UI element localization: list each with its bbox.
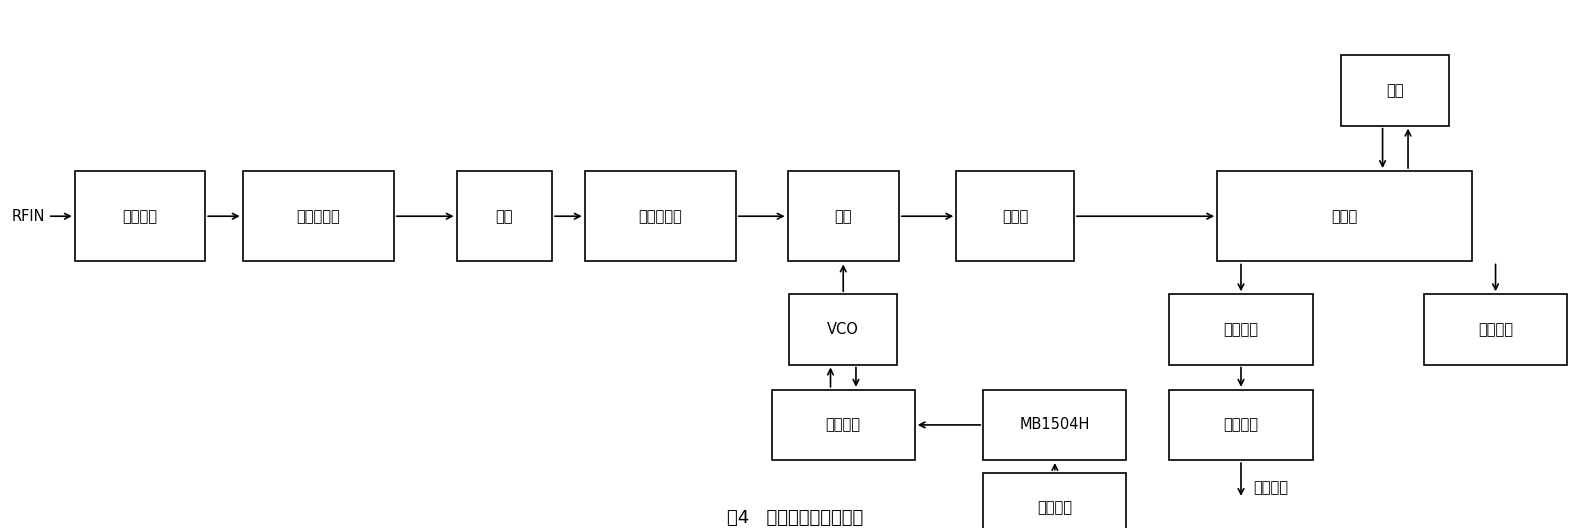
Text: 一中放: 一中放 xyxy=(1002,209,1028,224)
Bar xyxy=(789,294,897,364)
Bar xyxy=(585,171,737,261)
Text: 电子开关: 电子开关 xyxy=(1223,322,1258,337)
Text: 混频: 混频 xyxy=(835,209,851,224)
Text: 静噪电路: 静噪电路 xyxy=(1478,322,1513,337)
Bar xyxy=(983,473,1126,528)
Text: 二中放: 二中放 xyxy=(1332,209,1357,224)
Text: 话音处理: 话音处理 xyxy=(1223,418,1258,432)
Bar xyxy=(1217,171,1472,261)
Text: 带通滤波器: 带通滤波器 xyxy=(296,209,340,224)
Bar xyxy=(243,171,395,261)
Text: VCO: VCO xyxy=(827,322,859,337)
Text: 保护电路: 保护电路 xyxy=(123,209,158,224)
Bar xyxy=(956,171,1074,261)
Bar xyxy=(75,171,205,261)
Text: 基带单元: 基带单元 xyxy=(1254,480,1289,495)
Bar xyxy=(772,390,915,460)
Text: 滤波: 滤波 xyxy=(1387,83,1403,98)
Text: RFIN: RFIN xyxy=(11,209,45,224)
Bar xyxy=(1341,55,1449,126)
Text: 图4   接收机单元原理框图: 图4 接收机单元原理框图 xyxy=(727,509,864,527)
Text: MB1504H: MB1504H xyxy=(1020,418,1090,432)
Text: 参考频率: 参考频率 xyxy=(1037,501,1072,515)
Bar xyxy=(1169,390,1313,460)
Bar xyxy=(1169,294,1313,364)
Text: 带通滤波器: 带通滤波器 xyxy=(638,209,683,224)
Bar xyxy=(788,171,899,261)
Bar xyxy=(457,171,552,261)
Text: 失锁指示: 失锁指示 xyxy=(826,418,861,432)
Bar xyxy=(983,390,1126,460)
Text: 高放: 高放 xyxy=(496,209,512,224)
Bar xyxy=(1424,294,1567,364)
